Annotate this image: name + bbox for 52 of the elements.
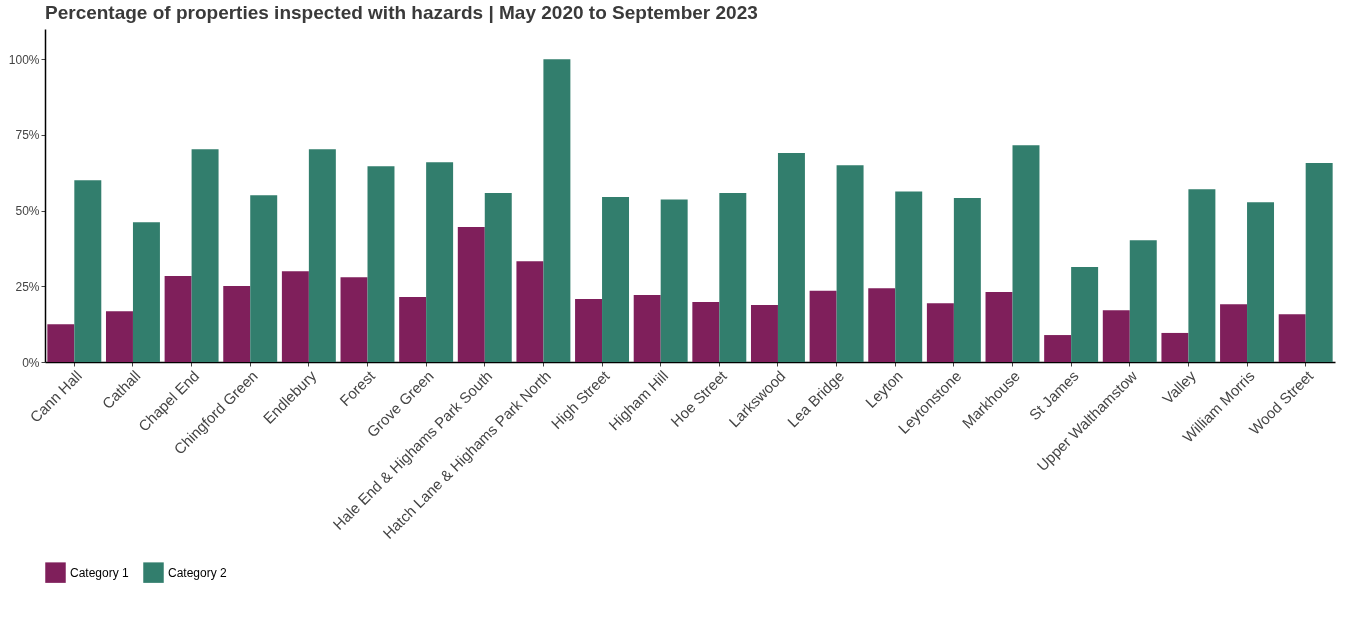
bar — [1012, 145, 1040, 362]
bar — [750, 305, 778, 362]
bar — [399, 296, 427, 362]
bar — [74, 180, 102, 362]
bar — [457, 226, 485, 362]
bar — [1278, 314, 1306, 362]
bar — [1102, 310, 1130, 362]
bar — [926, 303, 954, 362]
bar — [367, 166, 395, 362]
bar — [602, 197, 630, 362]
y-tick-label: 0% — [22, 355, 40, 370]
bar — [719, 193, 747, 362]
bar — [575, 299, 603, 362]
bar — [692, 302, 720, 362]
bar — [1071, 266, 1099, 362]
bar — [868, 288, 896, 362]
y-tick-label: 50% — [15, 204, 40, 219]
bar — [340, 277, 368, 362]
bar — [1188, 189, 1216, 362]
bar — [1220, 304, 1248, 362]
bar — [660, 199, 688, 362]
legend-label: Category 1 — [70, 565, 130, 580]
bar — [1129, 240, 1157, 362]
bar — [426, 162, 454, 362]
bar — [47, 324, 75, 362]
bar — [308, 149, 336, 362]
bar — [1161, 332, 1189, 362]
bar — [633, 295, 661, 362]
bar — [191, 149, 219, 362]
bar — [895, 191, 923, 362]
bar — [223, 286, 251, 362]
bar — [953, 197, 981, 362]
bar — [105, 311, 133, 362]
bar — [1044, 335, 1072, 362]
bar — [281, 271, 309, 362]
y-tick-label: 25% — [15, 279, 40, 294]
bar — [777, 153, 805, 362]
bar — [1305, 163, 1333, 362]
bar — [836, 165, 864, 362]
bar — [132, 222, 160, 362]
bar — [516, 261, 544, 362]
bar — [484, 193, 512, 362]
bar — [250, 195, 278, 362]
bar — [1247, 202, 1275, 362]
legend-label: Category 2 — [168, 565, 228, 580]
y-tick-label: 100% — [8, 52, 40, 67]
y-tick-label: 75% — [15, 128, 40, 143]
bar — [543, 59, 571, 362]
bar — [164, 276, 192, 362]
chart-title: Percentage of properties inspected with hazards | May 2020 to September 2023 — [45, 2, 758, 23]
bar — [809, 290, 837, 362]
bar — [985, 292, 1013, 362]
